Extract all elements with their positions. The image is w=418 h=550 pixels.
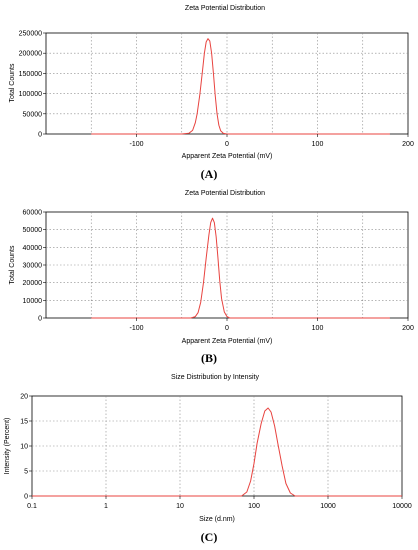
y-tick-label: 15 xyxy=(20,419,28,426)
chart-title: Zeta Potential Distribution xyxy=(185,5,265,12)
y-tick-label: 40000 xyxy=(23,245,43,252)
y-tick-label: 0 xyxy=(38,316,42,323)
grid-lines xyxy=(46,212,408,318)
y-tick-label: 20 xyxy=(20,394,28,401)
y-tick-label: 50000 xyxy=(23,227,43,234)
x-tick-label: -100 xyxy=(129,141,143,148)
x-axis-label: Size (d.nm) xyxy=(199,516,235,523)
x-tick-labels: -100 0 100 200 xyxy=(129,325,413,332)
x-tick-labels: 0.1 1 10 100 1000 10000 xyxy=(27,503,412,510)
series-group xyxy=(91,217,390,319)
x-axis-label: Apparent Zeta Potential (mV) xyxy=(182,153,273,160)
chart-title: Size Distribution by Intensity xyxy=(171,374,259,381)
y-tick-label: 50000 xyxy=(23,111,43,118)
x-tick-label: 1000 xyxy=(320,503,336,510)
y-tick-label: 5 xyxy=(24,469,28,476)
x-tick-label: 100 xyxy=(248,503,260,510)
x-tick-label: 10 xyxy=(176,503,184,510)
x-tick-label: 10000 xyxy=(392,503,412,510)
panel-label: (B) xyxy=(201,351,217,365)
x-axis-label: Apparent Zeta Potential (mV) xyxy=(182,338,273,345)
x-tick-label: 200 xyxy=(402,141,414,148)
y-axis-label: Total Counts xyxy=(9,245,16,284)
chart-panel-b: Zeta Potential Distribution 0 10000 20000 3… xyxy=(9,190,414,365)
panel-label: (A) xyxy=(201,167,218,181)
series-group xyxy=(32,407,402,497)
x-tick-label: -100 xyxy=(129,325,143,332)
y-tick-label: 0 xyxy=(38,132,42,139)
x-tick-label: 1 xyxy=(104,503,108,510)
y-tick-label: 200000 xyxy=(19,51,42,58)
y-tick-label: 30000 xyxy=(23,263,43,270)
y-tick-label: 10 xyxy=(20,444,28,451)
y-tick-label: 10000 xyxy=(23,298,43,305)
series-line xyxy=(32,407,402,497)
chart-panel-c: Size Distribution by Intensity 05101520 … xyxy=(4,374,412,544)
x-tick-label: 100 xyxy=(312,141,324,148)
chart-title: Zeta Potential Distribution xyxy=(185,190,265,197)
x-tick-label: 200 xyxy=(402,325,414,332)
series-line xyxy=(91,38,390,135)
y-tick-labels: 0 5 10 15 20 xyxy=(20,394,28,501)
y-axis-label: Intensity (Percent) xyxy=(4,418,11,475)
grid-lines xyxy=(32,396,402,496)
y-tick-label: 100000 xyxy=(19,91,42,98)
y-axis-label: Total Counts xyxy=(9,63,16,102)
x-tick-label: 0 xyxy=(225,325,229,332)
series-group xyxy=(91,38,390,135)
grid-lines xyxy=(46,33,408,134)
x-tick-labels: -100 0 100 200 xyxy=(129,141,413,148)
x-tick-label: 100 xyxy=(312,325,324,332)
y-tick-labels: 0 10000 20000 30000 40000 50000 60000 xyxy=(23,210,43,323)
panel-label: (C) xyxy=(201,530,218,544)
y-tick-labels: 0 50000 100000 150000 200000 250000 xyxy=(19,31,42,139)
x-tick-label: 0.1 xyxy=(27,503,37,510)
plot-area xyxy=(31,395,403,497)
y-tick-label: 150000 xyxy=(19,71,42,78)
chart-panel-a: Zeta Potential Distribution 0 50000 100000… xyxy=(9,5,414,181)
x-tick-label: 0 xyxy=(225,141,229,148)
series-line xyxy=(91,217,390,319)
y-tick-label: 20000 xyxy=(23,280,43,287)
y-tick-label: 0 xyxy=(24,494,28,501)
y-tick-label: 250000 xyxy=(19,31,42,38)
y-tick-label: 60000 xyxy=(23,210,43,217)
